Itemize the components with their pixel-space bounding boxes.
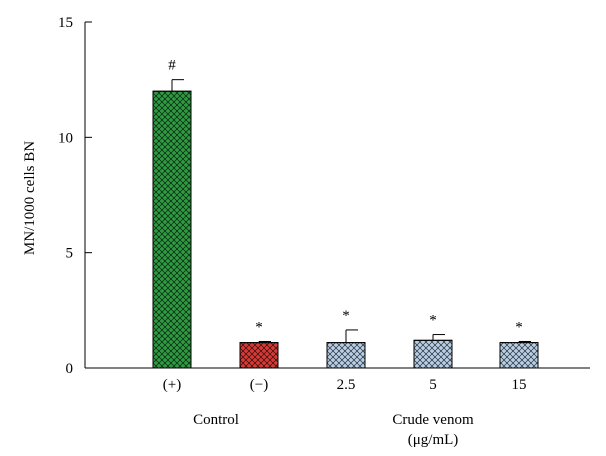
y-tick-label: 15	[58, 15, 73, 31]
bar-group: *	[499, 319, 539, 369]
y-tick-label: 10	[58, 130, 73, 146]
y-axis-title: MN/1000 cells BN	[22, 141, 38, 255]
bar-group: #	[152, 58, 192, 369]
significance-marker: *	[515, 319, 523, 335]
bar-group: *	[239, 319, 279, 369]
significance-marker: #	[168, 58, 176, 74]
bar-hatch	[152, 90, 192, 369]
bar-hatch	[499, 342, 539, 369]
group-label-unit: (μg/mL)	[408, 432, 459, 448]
category-label: 5	[429, 377, 437, 393]
y-axis: 0 5 10 15	[58, 15, 92, 377]
y-tick-label: 0	[66, 361, 74, 377]
bar-group: *	[413, 313, 453, 369]
bars: # * * * *	[152, 58, 539, 369]
category-label: 2.5	[337, 377, 356, 393]
category-label: (+)	[163, 377, 181, 393]
group-label-crude-venom: Crude venom	[392, 412, 474, 428]
category-label: (−)	[250, 377, 268, 393]
bar-group: *	[326, 308, 366, 369]
bar-hatch	[326, 342, 366, 369]
significance-marker: *	[342, 308, 350, 324]
bar-hatch	[413, 339, 453, 369]
bar-hatch	[239, 342, 279, 369]
significance-marker: *	[255, 319, 263, 335]
group-label-control: Control	[193, 412, 239, 428]
significance-marker: *	[429, 313, 437, 329]
y-tick-label: 5	[66, 246, 74, 262]
category-label: 15	[512, 377, 527, 393]
labels: (+) (−) 2.5 5 15 Control Crude venom (μg/mL)	[163, 377, 527, 448]
